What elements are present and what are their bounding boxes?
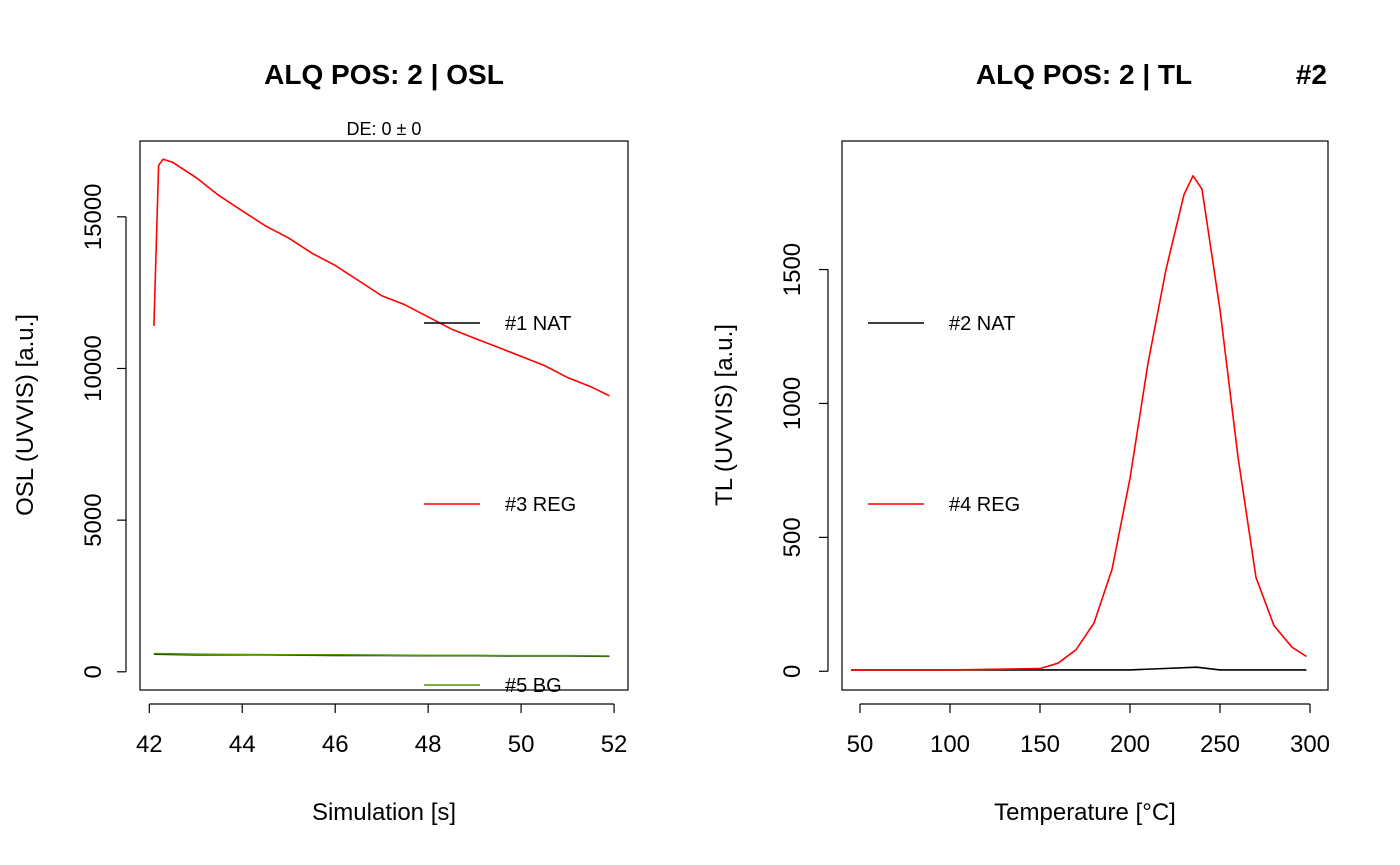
y-axis-label: OSL (UVVIS) [a.u.]	[12, 314, 39, 516]
plot-frame	[139, 140, 629, 691]
legend-label: #3 REG	[505, 494, 576, 516]
x-tick-label: 46	[322, 731, 349, 758]
series-line-4-reg	[851, 175, 1307, 671]
chart-title: ALQ POS: 2 | OSL	[264, 59, 504, 90]
chart-panel-1: ALQ POS: 2 | OSL DE: 0 ± 0 42 44 46 48 50 52 0 50…	[12, 59, 629, 826]
legend-label: #2 NAT	[949, 313, 1015, 335]
x-axis-label: Temperature [°C]	[994, 799, 1176, 826]
y-tick-label: 10000	[80, 335, 107, 402]
legend-label: #4 REG	[949, 494, 1020, 516]
plot-frame	[841, 140, 1329, 691]
series-group	[851, 175, 1307, 671]
y-tick-label: 15000	[80, 183, 107, 250]
y-tick-label: 1000	[779, 377, 806, 430]
x-tick-label: 200	[1110, 731, 1150, 758]
x-axis-label: Simulation [s]	[312, 799, 456, 826]
x-tick-label: 44	[229, 731, 256, 758]
chart-subtitle: DE: 0 ± 0	[347, 119, 422, 139]
x-tick-label: 100	[930, 731, 970, 758]
y-axis-label: TL (UVVIS) [a.u.]	[711, 324, 738, 506]
x-tick-label: 42	[136, 731, 163, 758]
legend-label: #5 BG	[505, 675, 562, 697]
x-tick-label: 50	[847, 731, 874, 758]
chart-title-right: #2	[1296, 59, 1327, 90]
x-tick-label: 50	[508, 731, 535, 758]
x-tick-label: 300	[1290, 731, 1330, 758]
chart-title: ALQ POS: 2 | TL	[976, 59, 1192, 90]
series-line-5-bg	[153, 652, 610, 657]
series-group	[153, 158, 610, 658]
x-tick-label: 250	[1200, 731, 1240, 758]
y-tick-label: 5000	[80, 493, 107, 546]
x-tick-label: 48	[415, 731, 442, 758]
y-tick-label: 500	[779, 517, 806, 557]
y-tick-label: 1500	[779, 243, 806, 296]
series-line-3-reg	[153, 158, 610, 397]
legend-label: #1 NAT	[505, 313, 571, 335]
y-tick-label: 0	[779, 665, 806, 678]
chart-panel-2: ALQ POS: 2 | TL #2 50 100 150 200 250 300 0 500 10…	[711, 59, 1330, 826]
x-tick-label: 52	[601, 731, 628, 758]
x-tick-label: 150	[1020, 731, 1060, 758]
y-tick-label: 0	[80, 665, 107, 678]
